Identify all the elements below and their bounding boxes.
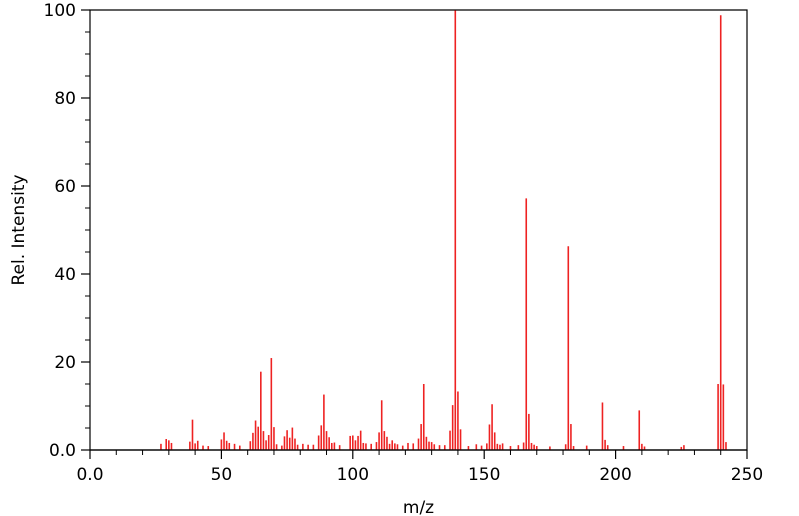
y-axis-label: Rel. Intensity <box>9 174 29 285</box>
y-tick-label: 0.0 <box>49 441 76 461</box>
x-tick-label: 200 <box>599 465 631 485</box>
peak-group <box>160 10 727 450</box>
x-tick-label: 150 <box>468 465 500 485</box>
y-tick-label: 80 <box>54 89 76 109</box>
x-tick-label: 100 <box>337 465 369 485</box>
x-axis-label: m/z <box>403 498 434 516</box>
x-tick-label: 50 <box>211 465 233 485</box>
x-tick-label: 0.0 <box>76 465 103 485</box>
y-tick-label: 40 <box>54 265 76 285</box>
plot-frame <box>89 9 748 451</box>
y-tick-label: 20 <box>54 353 76 373</box>
y-tick-label: 60 <box>54 177 76 197</box>
x-tick-label: 250 <box>731 465 763 485</box>
y-tick-label: 100 <box>44 1 76 21</box>
